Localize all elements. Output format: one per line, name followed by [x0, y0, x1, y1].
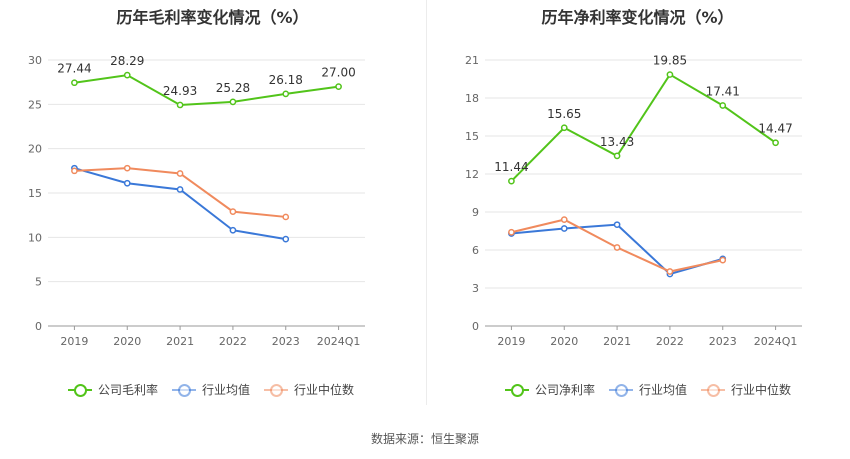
- x-tick-label: 2020: [550, 335, 578, 348]
- series-line: [510, 73, 777, 182]
- data-label: 25.28: [216, 81, 250, 95]
- y-tick-label: 30: [28, 54, 42, 67]
- legend-swatch: [264, 383, 289, 397]
- series-line: [74, 167, 286, 241]
- data-point: [282, 90, 290, 98]
- chart-legend: 公司净利率 行业均值 行业中位数: [505, 381, 791, 398]
- y-tick-label: 25: [28, 98, 42, 111]
- data-point: [613, 244, 621, 251]
- x-tick-label: 2019: [60, 335, 88, 348]
- panel-divider: [426, 0, 427, 405]
- y-tick-label: 18: [465, 92, 479, 105]
- data-label: 27.44: [57, 62, 91, 76]
- legend-label: 公司毛利率: [98, 383, 159, 397]
- data-point: [560, 225, 568, 232]
- legend-item[interactable]: 行业中位数: [264, 381, 354, 398]
- net-margin-chart: 0 3 6 9 12 15 18 21 2019 2020 2021 2022 2023 2024Q1 11…: [465, 54, 802, 348]
- legend-label: 行业均值: [202, 383, 251, 397]
- legend-label: 行业中位数: [731, 383, 792, 397]
- y-tick-label: 3: [472, 282, 479, 295]
- data-label: 17.41: [706, 84, 740, 98]
- y-tick-label: 12: [465, 168, 479, 181]
- y-tick-label: 20: [28, 143, 42, 156]
- chart-title: 历年净利率变化情况（%）: [541, 8, 734, 27]
- gross-margin-chart-panel: 历年毛利率变化情况（%） 0 5 10 15 20 25 30 2019 2020 2021 202…: [0, 0, 425, 420]
- data-point: [123, 179, 131, 187]
- x-tick-label: 2022: [219, 335, 247, 348]
- legend-swatch: [609, 383, 634, 397]
- data-label: 11.44: [494, 160, 528, 174]
- x-tick-label: 2019: [497, 335, 525, 348]
- y-tick-label: 0: [35, 320, 42, 333]
- gross-margin-chart: 0 5 10 15 20 25 30 2019 2020 2021 2022 2023 2024Q1 27…: [28, 54, 365, 348]
- legend-label: 行业中位数: [294, 383, 355, 397]
- legend-item[interactable]: 行业均值: [609, 381, 687, 398]
- data-label: 27.00: [321, 66, 355, 80]
- x-tick-label: 2021: [603, 335, 631, 348]
- chart-title: 历年毛利率变化情况（%）: [116, 8, 309, 27]
- legend-item[interactable]: 公司毛利率: [68, 381, 158, 398]
- data-label: 28.29: [110, 54, 144, 68]
- data-label: 14.47: [758, 122, 792, 136]
- data-point: [560, 124, 568, 132]
- data-point: [666, 268, 674, 275]
- legend-swatch: [68, 383, 92, 397]
- data-point: [123, 71, 131, 79]
- data-label: 24.93: [163, 84, 197, 98]
- chart-legend: 公司毛利率 行业均值 行业中位数: [68, 381, 354, 398]
- data-point: [176, 170, 184, 177]
- legend-label: 公司净利率: [535, 383, 596, 397]
- data-label: 26.18: [269, 73, 303, 87]
- data-point: [508, 177, 515, 185]
- x-tick-label: 2024Q1: [317, 335, 361, 348]
- y-tick-label: 15: [465, 130, 479, 143]
- data-label: 15.65: [547, 107, 581, 121]
- data-point: [229, 226, 237, 234]
- x-tick-label: 2020: [113, 335, 141, 348]
- data-point: [613, 152, 621, 160]
- data-point: [282, 235, 290, 243]
- data-point: [560, 216, 568, 223]
- data-point: [71, 167, 78, 175]
- y-tick-label: 9: [472, 206, 479, 219]
- data-point: [719, 102, 727, 109]
- data-point: [282, 213, 290, 221]
- y-tick-label: 6: [472, 244, 479, 257]
- legend-swatch: [172, 383, 197, 397]
- data-label: 19.85: [653, 54, 687, 68]
- data-point: [229, 98, 237, 106]
- legend-swatch: [701, 383, 726, 397]
- y-tick-label: 10: [28, 231, 42, 244]
- net-margin-chart-panel: 历年净利率变化情况（%） 0 3 6 9 12 15 18 21 2019 2020 2021 202…: [425, 0, 850, 420]
- x-tick-label: 2021: [166, 335, 194, 348]
- y-tick-label: 15: [28, 187, 42, 200]
- legend-item[interactable]: 行业均值: [172, 381, 250, 398]
- data-source-note: 数据来源：恒生聚源: [370, 432, 479, 446]
- data-point: [123, 164, 131, 172]
- y-tick-label: 5: [35, 276, 42, 289]
- data-point: [508, 228, 515, 236]
- data-point: [719, 256, 727, 264]
- x-tick-label: 2024Q1: [754, 335, 798, 348]
- data-point: [666, 71, 674, 78]
- y-tick-label: 21: [465, 54, 479, 67]
- data-point: [71, 79, 78, 87]
- x-tick-label: 2022: [656, 335, 684, 348]
- data-point: [229, 208, 237, 215]
- y-tick-label: 0: [472, 320, 479, 333]
- x-tick-label: 2023: [709, 335, 737, 348]
- data-point: [772, 139, 779, 147]
- legend-swatch: [505, 383, 529, 397]
- data-point: [176, 101, 184, 109]
- data-label: 13.43: [600, 135, 634, 149]
- data-point: [335, 83, 342, 90]
- series-line: [74, 74, 339, 106]
- legend-label: 行业均值: [639, 383, 688, 397]
- x-tick-label: 2023: [272, 335, 300, 348]
- data-point: [176, 186, 184, 193]
- legend-item[interactable]: 公司净利率: [505, 381, 595, 398]
- legend-item[interactable]: 行业中位数: [701, 381, 791, 398]
- data-point: [613, 221, 621, 229]
